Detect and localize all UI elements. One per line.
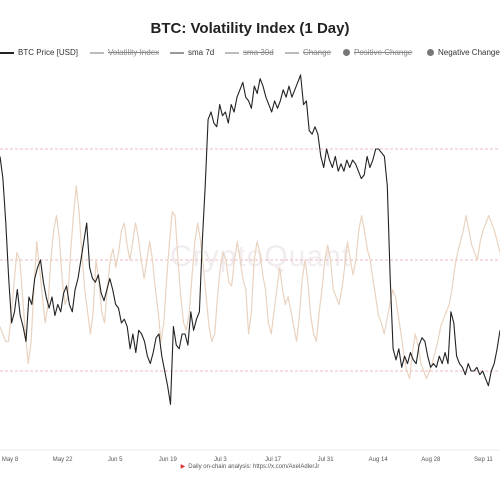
legend-label: Negative Change (438, 48, 500, 57)
x-tick-label: Aug 28 (421, 457, 441, 463)
x-tick-label: Aug 14 (369, 457, 389, 463)
legend-label: Positive Change (354, 48, 413, 57)
x-tick-label: Jul 17 (265, 457, 282, 463)
x-tick-label: Jul 3 (214, 457, 227, 463)
series-sma-7d-line (0, 185, 500, 379)
x-tick-label: Sep 11 (474, 457, 493, 463)
legend-swatch (285, 51, 299, 54)
legend-item-sma-30d[interactable]: sma 30d (225, 48, 274, 57)
chart-title: BTC: Volatility Index (1 Day) (150, 20, 350, 37)
legend-label: BTC Price [USD] (18, 48, 79, 57)
legend-item-volatility-index[interactable]: Volatility Index (90, 48, 159, 57)
legend-item-negative-change[interactable]: Negative Change (427, 48, 500, 57)
legend-item-change[interactable]: Change (285, 48, 331, 57)
footer-arrow-icon: ▶ (180, 464, 186, 470)
legend-label: sma 7d (188, 48, 215, 57)
x-tick-label: Jun 19 (159, 457, 178, 463)
x-tick-label: Jun 5 (108, 457, 123, 463)
legend-item-btc-price-usd[interactable]: BTC Price [USD] (0, 48, 78, 57)
legend-swatch (427, 49, 434, 56)
legend: BTC Price [USD] Volatility Index sma 7d sma… (0, 48, 500, 62)
legend-item-positive-change[interactable]: Positive Change (343, 48, 412, 57)
legend-item-sma-7d[interactable]: sma 7d (170, 48, 214, 57)
legend-swatch (343, 49, 350, 56)
x-tick-label: Jul 31 (318, 457, 335, 463)
legend-label: Volatility Index (108, 48, 160, 57)
legend-swatch (90, 51, 104, 54)
series-btc-price-usd-line (0, 74, 500, 405)
legend-label: sma 30d (243, 48, 274, 57)
legend-swatch (0, 51, 14, 54)
legend-swatch (170, 51, 184, 54)
x-tick-label: May 8 (2, 457, 19, 463)
footer: ▶ Daily on-chain analysis: https://x.com/… (0, 463, 500, 470)
legend-swatch (225, 51, 239, 54)
x-tick-label: May 22 (53, 457, 73, 463)
footer-text: Daily on-chain analysis: https://x.com/A… (188, 464, 320, 470)
legend-label: Change (303, 48, 332, 57)
